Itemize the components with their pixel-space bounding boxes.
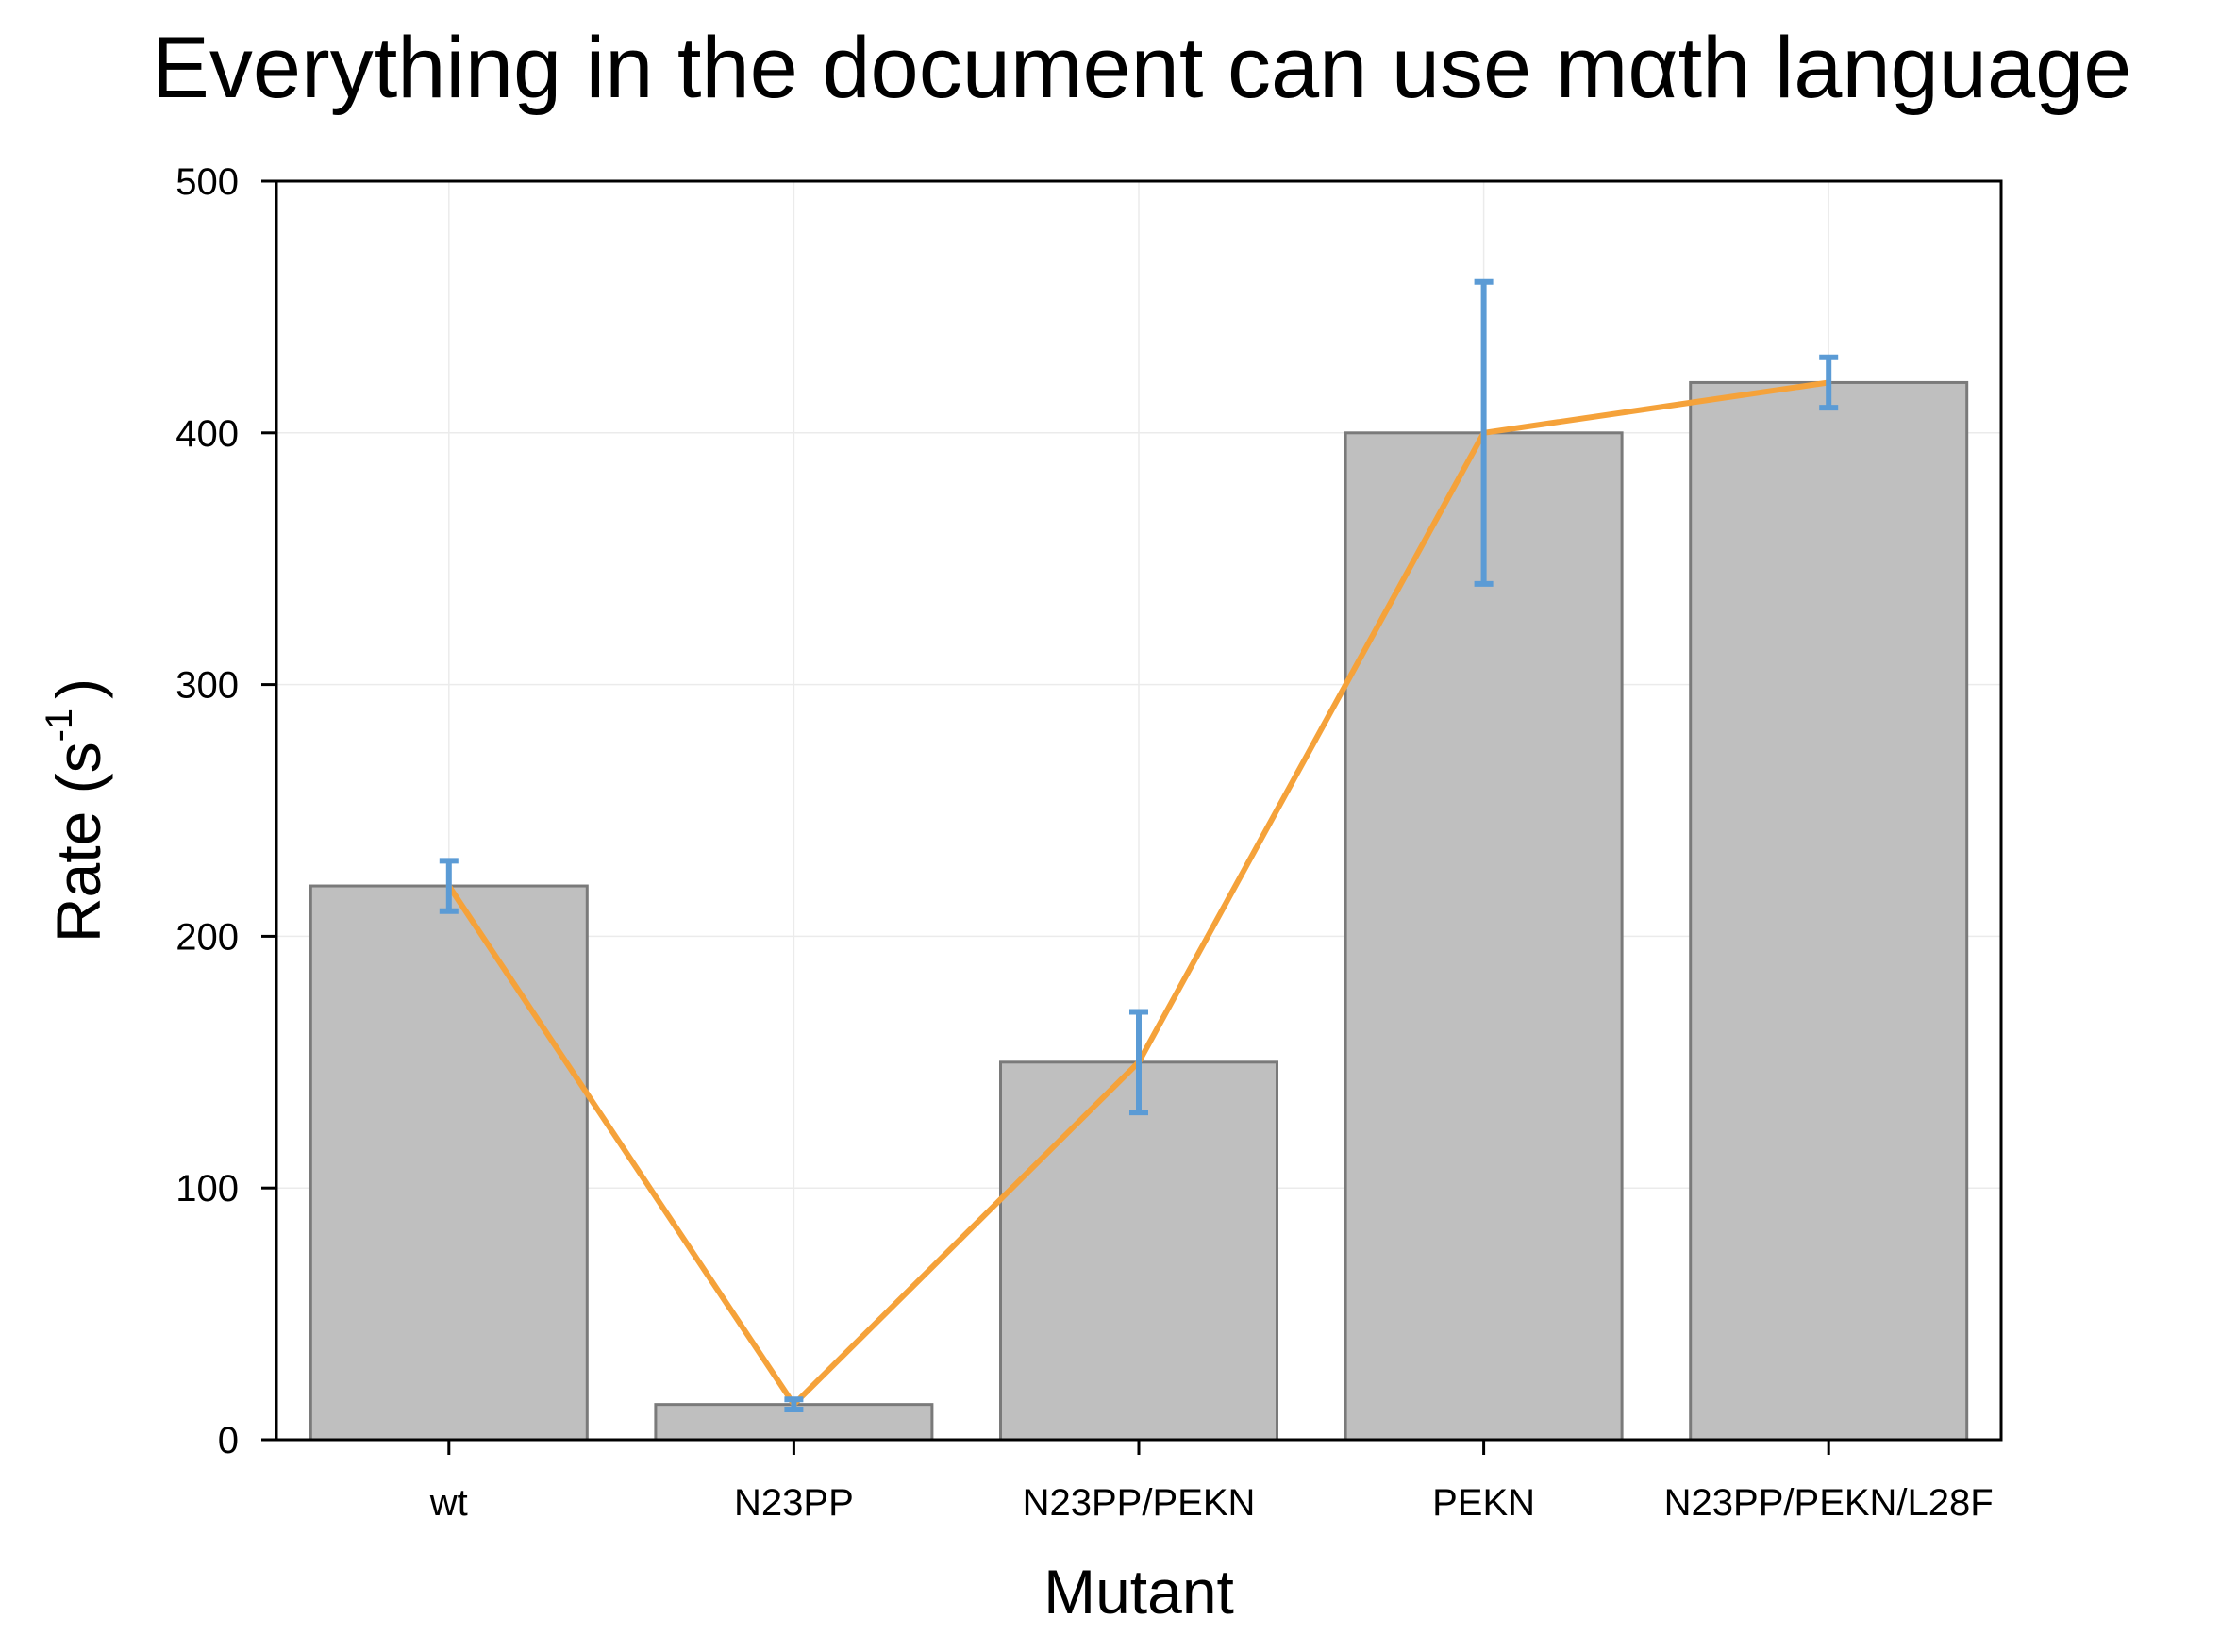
y-tick-label: 400 [175, 413, 239, 455]
x-tick-label: PEKN [1432, 1482, 1535, 1524]
y-axis-label-prefix: Rate (s [43, 742, 113, 943]
bar-n23pp-pekn-l28f [1689, 380, 1969, 1442]
chart-title: Everything in the document can use mαth … [152, 20, 2132, 116]
bar-layer [309, 380, 1969, 1442]
y-tick-label: 0 [218, 1420, 239, 1461]
bar-n23pp-pekn [999, 1060, 1278, 1442]
x-tick-label: N23PP [734, 1482, 854, 1524]
tick-layer: 0 100 200 300 400 500 wt N23PP N23PP/PEKN PEKN N23… [175, 161, 1993, 1524]
y-axis-label: Rate (s-1) [39, 678, 113, 943]
y-tick-label: 200 [175, 916, 239, 958]
x-tick-label: N23PP/PEKN [1023, 1482, 1256, 1524]
x-tick-label: N23PP/PEKN/L28F [1664, 1482, 1994, 1524]
bar-wt [309, 884, 589, 1442]
y-tick-label: 500 [175, 161, 239, 203]
y-axis-label-suffix: ) [43, 678, 113, 699]
y-tick-label: 100 [175, 1168, 239, 1210]
y-axis-label-superscript: -1 [39, 709, 80, 743]
error-bar-layer [439, 278, 1839, 1412]
x-axis-label: Mutant [1043, 1557, 1234, 1627]
x-tick-label: wt [429, 1482, 468, 1524]
y-tick-label: 300 [175, 665, 239, 707]
